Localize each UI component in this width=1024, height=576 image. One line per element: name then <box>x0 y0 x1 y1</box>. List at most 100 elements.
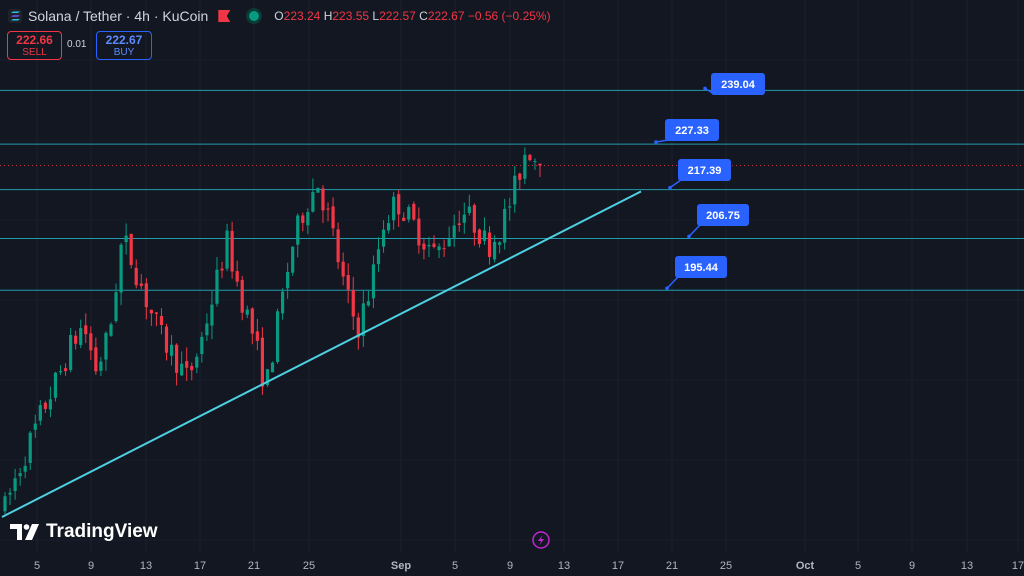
chart-grid <box>36 0 1019 552</box>
buy-label: BUY <box>113 46 135 58</box>
candle-body <box>129 233 133 265</box>
x-tick-label: 21 <box>248 560 260 572</box>
candle-body <box>195 356 199 368</box>
candle-body <box>134 267 138 286</box>
tradingview-logo-icon <box>10 524 39 540</box>
label-anchor <box>654 140 658 144</box>
ohlc-readout: O223.24 H223.55 L222.57 C222.67 −0.56 (−… <box>274 9 551 23</box>
candle-body <box>149 309 153 314</box>
level-label: 239.04 <box>721 79 756 91</box>
level-label-box <box>678 159 731 181</box>
candle-body <box>245 309 249 315</box>
candle-body <box>190 365 194 371</box>
level-label: 206.75 <box>706 210 740 222</box>
x-tick-label: 5 <box>452 560 458 572</box>
label-leader <box>669 179 682 189</box>
spread-value: 0.01 <box>67 39 87 50</box>
sell-label: SELL <box>22 46 47 58</box>
market-status-icon <box>246 8 263 24</box>
candle-body <box>270 362 275 373</box>
x-tick-label: 5 <box>34 560 40 572</box>
candle-body <box>154 312 159 314</box>
candle-body <box>58 371 63 373</box>
candle-body <box>437 246 441 251</box>
candlestick-series <box>3 147 542 515</box>
high-value: 223.55 <box>332 9 370 23</box>
x-tick-label: 25 <box>303 560 315 572</box>
candle-body <box>472 205 476 233</box>
candle-body <box>139 283 143 286</box>
candle-body <box>180 363 184 376</box>
x-tick-label: 9 <box>507 560 513 572</box>
candle-body <box>301 215 305 223</box>
candle-body <box>250 308 254 334</box>
candle-body <box>528 154 532 161</box>
sell-button[interactable]: 222.66 SELL <box>7 31 62 60</box>
candle-body <box>43 402 47 409</box>
symbol-header: Solana / Tether · 4h · KuCoin O223.24 H2… <box>8 6 551 26</box>
candle-body <box>356 317 360 338</box>
candle-body <box>84 325 88 335</box>
level-label: 195.44 <box>684 262 719 274</box>
tradingview-logo[interactable]: TradingView <box>10 521 158 543</box>
candle-body <box>407 206 411 220</box>
label-anchor <box>687 234 691 239</box>
candle-body <box>361 303 365 337</box>
candle-body <box>376 249 381 265</box>
flag-icon[interactable] <box>218 10 231 22</box>
candle-body <box>306 212 310 226</box>
candle-body <box>492 241 497 260</box>
candle-body <box>69 335 73 370</box>
candle-body <box>169 344 174 356</box>
candle-body <box>503 208 507 243</box>
candle-body <box>321 188 325 211</box>
candle-body <box>462 214 466 223</box>
buy-price: 222.67 <box>105 32 143 47</box>
x-tick-label: 17 <box>194 560 206 572</box>
candle-body <box>412 203 416 220</box>
candle-body <box>467 206 471 214</box>
time-axis: 5 9 13 17 21 25 Sep 5 9 13 17 21 25 Oct 5 9 13 17 <box>34 560 1024 572</box>
candle-body <box>53 372 58 398</box>
candle-body <box>457 223 461 225</box>
candle-body <box>18 473 22 477</box>
x-tick-label: Sep <box>391 560 411 572</box>
candle-body <box>8 492 12 495</box>
candle-body <box>280 291 285 314</box>
candle-body <box>366 301 370 306</box>
candle-body <box>13 478 17 491</box>
low-value: 222.57 <box>379 9 416 23</box>
candle-body <box>240 279 244 313</box>
candle-body <box>477 229 482 244</box>
close-value: 222.67 <box>427 9 465 23</box>
change-value: −0.56 (−0.25%) <box>467 9 551 23</box>
candle-body <box>392 196 396 221</box>
lightning-icon[interactable] <box>532 531 550 549</box>
candle-body <box>99 361 103 371</box>
open-value: 223.24 <box>283 9 321 23</box>
candle-body <box>159 315 164 325</box>
candle-body <box>275 311 280 362</box>
candle-body <box>114 292 118 321</box>
level-label: 217.39 <box>688 165 722 177</box>
candle-body <box>291 246 295 273</box>
candle-body <box>94 347 98 372</box>
candle-body <box>371 264 376 299</box>
level-label: 227.33 <box>675 125 709 137</box>
x-tick-label: 25 <box>720 560 732 572</box>
candle-body <box>220 268 224 271</box>
candle-body <box>33 423 37 430</box>
candle-body <box>109 324 113 336</box>
label-anchor <box>668 185 672 190</box>
candle-body <box>427 244 431 247</box>
candle-body <box>38 405 42 421</box>
symbol-title[interactable]: Solana / Tether · 4h · KuCoin <box>28 8 209 24</box>
solana-logo-icon <box>8 9 22 23</box>
candle-body <box>351 290 355 317</box>
level-labels: 239.04 227.33 217.39 206.75 195.44 <box>654 73 765 291</box>
candle-body <box>523 154 527 179</box>
candle-body <box>432 243 436 247</box>
x-tick-label: 13 <box>558 560 570 572</box>
buy-button[interactable]: 222.67 BUY <box>96 31 152 60</box>
